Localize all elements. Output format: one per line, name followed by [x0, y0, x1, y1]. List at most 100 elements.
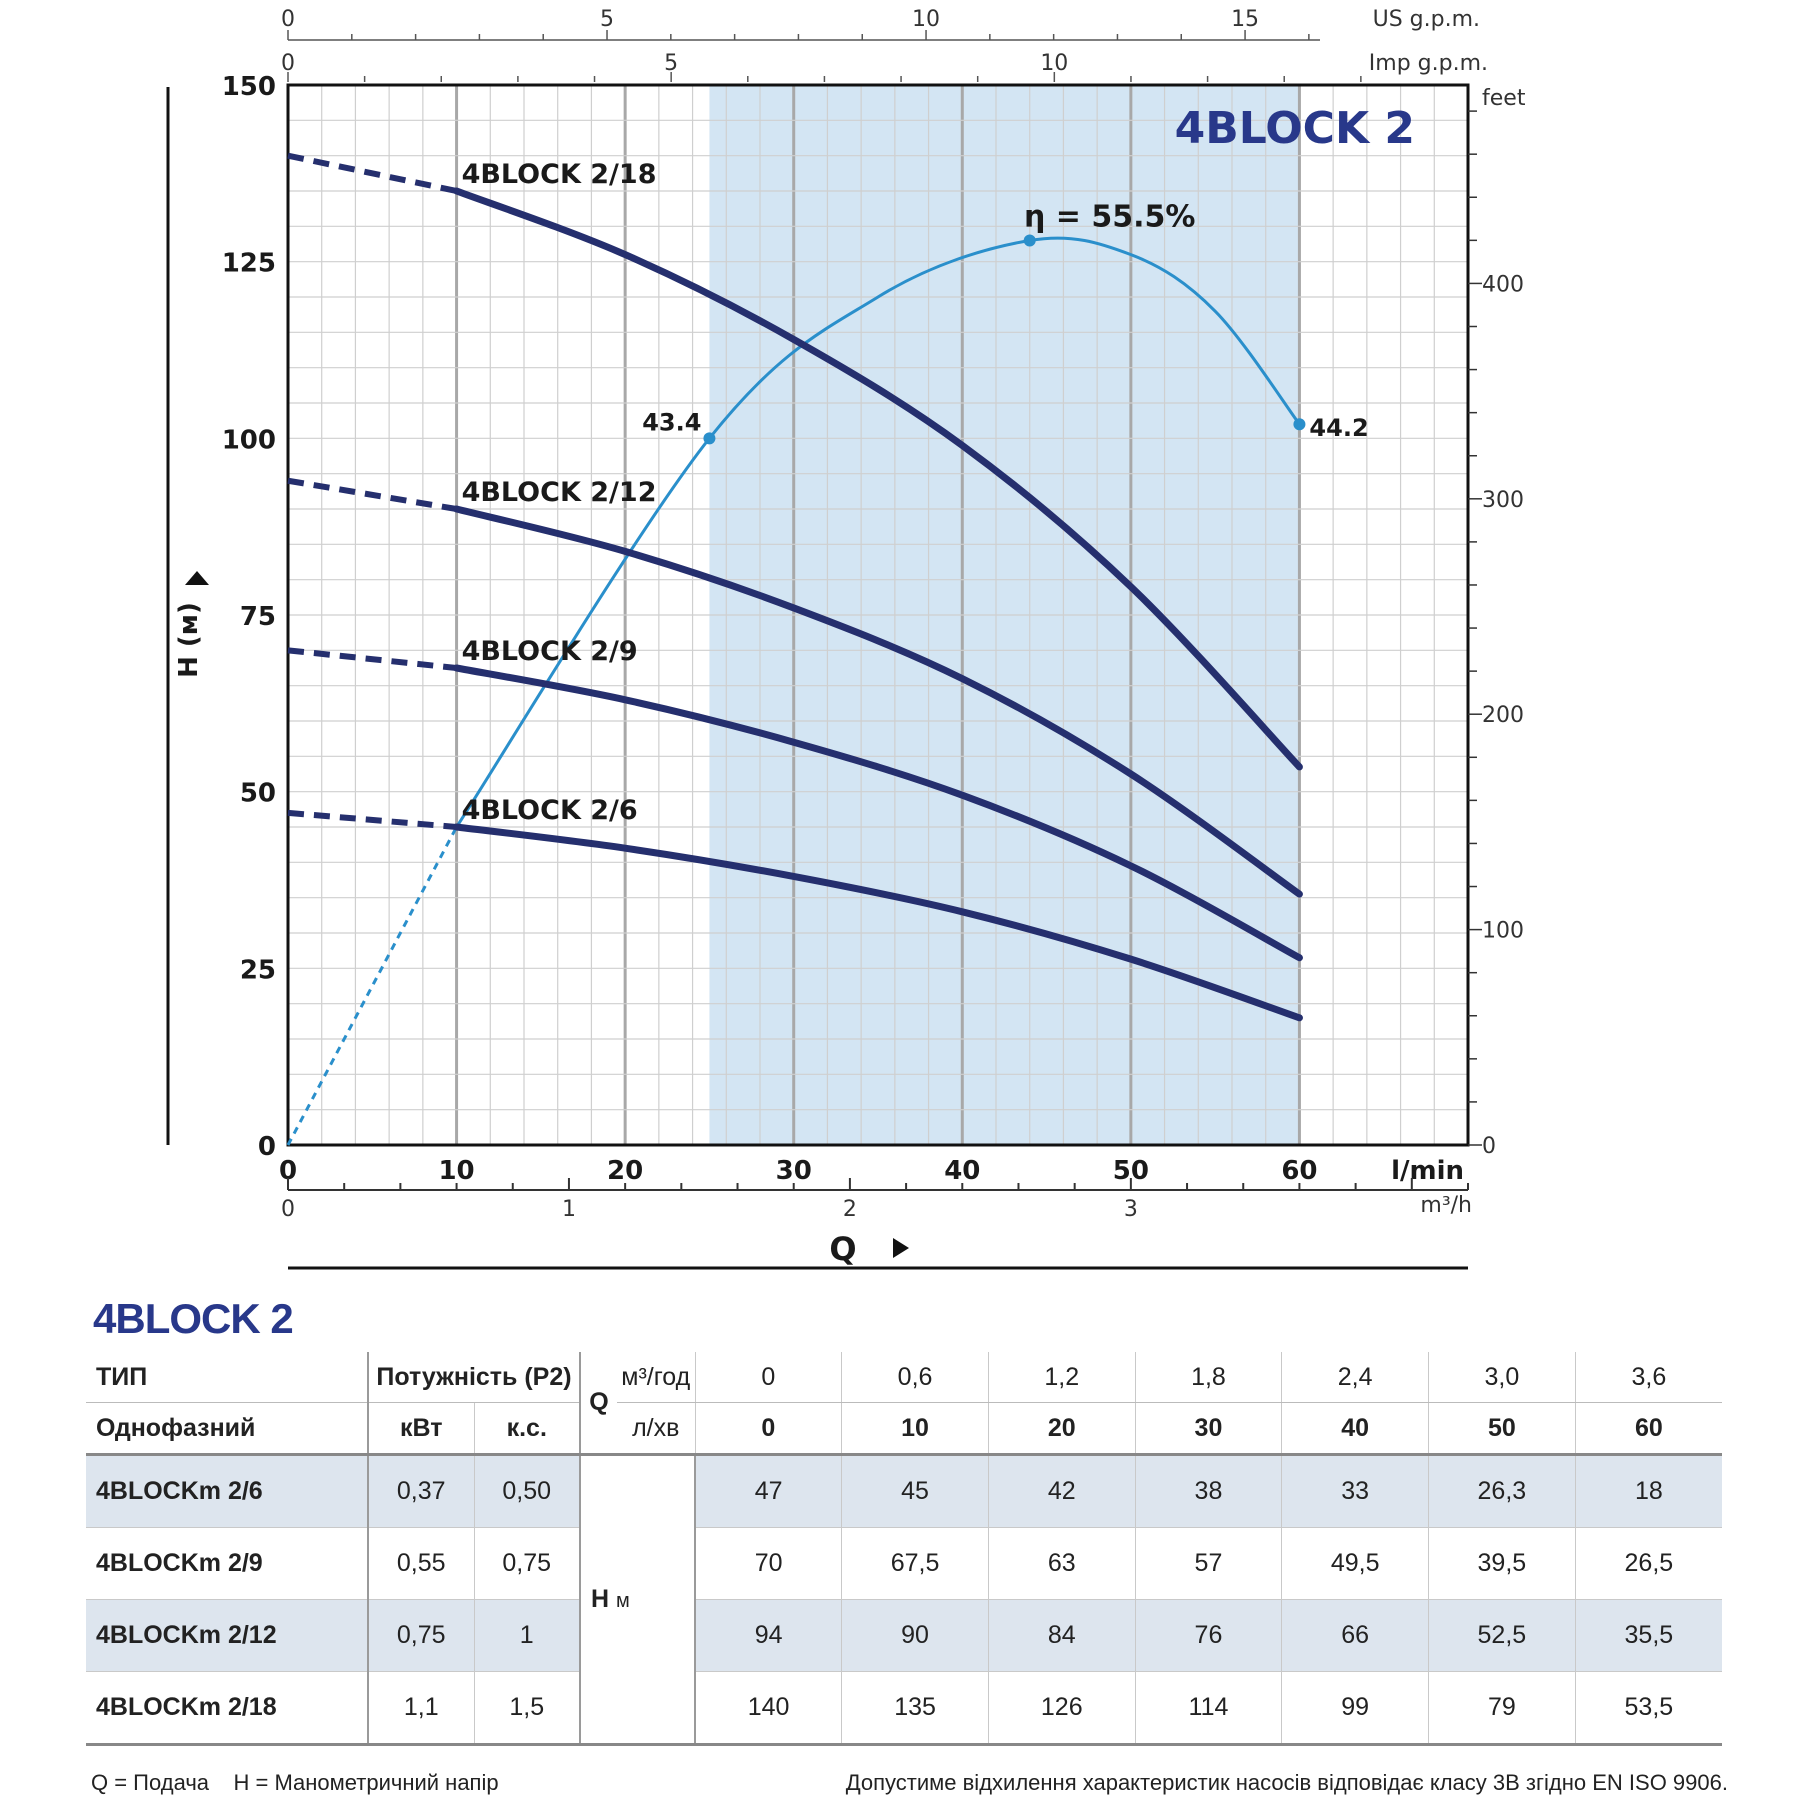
imp-gpm-tick-label: 10 — [1040, 51, 1068, 76]
hp-cell: 0,75 — [473, 1527, 580, 1600]
h-cell: 42 — [987, 1454, 1136, 1528]
efficiency-point — [703, 432, 716, 445]
kw-cell: 1,1 — [367, 1671, 474, 1746]
power-header: Потужність (P2) — [367, 1352, 580, 1403]
y-arrow-icon — [185, 571, 209, 585]
lpm-value: 20 — [987, 1402, 1136, 1456]
us-gpm-tick-label: 5 — [600, 7, 614, 32]
h-cell: 45 — [841, 1454, 989, 1528]
h-cell: 47 — [694, 1454, 842, 1528]
h-cell: 126 — [987, 1671, 1136, 1746]
feet-tick-label: 0 — [1482, 1134, 1496, 1159]
m3h-unit-label: m³/h — [1420, 1193, 1472, 1218]
m3h-tick-label: 3 — [1124, 1197, 1138, 1222]
x-tick-label: 20 — [607, 1156, 643, 1186]
lpm-value: 50 — [1428, 1402, 1576, 1456]
hp-cell: 0,50 — [473, 1454, 580, 1528]
lpm-value: 0 — [694, 1402, 842, 1456]
series-label: 4BLOCK 2/9 — [462, 636, 638, 667]
feet-tick-label: 200 — [1482, 703, 1524, 728]
x-arrow-icon — [893, 1238, 909, 1258]
feet-unit-label: feet — [1482, 86, 1526, 111]
series-line — [453, 823, 1303, 1022]
feet-tick-label: 100 — [1482, 919, 1524, 944]
imp-gpm-tick-label: 5 — [664, 51, 678, 76]
h-cell: 66 — [1281, 1599, 1429, 1672]
m3h-tick-label: 2 — [843, 1197, 857, 1222]
x-tick-label: 40 — [944, 1156, 980, 1186]
kw-header: кВт — [367, 1402, 474, 1456]
h-cell: 57 — [1134, 1527, 1282, 1600]
h-cell: 38 — [1134, 1454, 1282, 1528]
footer-note: Допустиме відхилення характеристик насос… — [845, 1770, 1728, 1795]
h-cell: 39,5 — [1428, 1527, 1576, 1600]
y-tick-label: 50 — [240, 779, 276, 809]
m3-value: 1,2 — [987, 1352, 1136, 1403]
series-label: 4BLOCK 2/6 — [462, 795, 638, 826]
h-cell: 135 — [841, 1671, 989, 1746]
y-axis-label: H (м) — [174, 602, 204, 678]
h-cell: 26,3 — [1428, 1454, 1576, 1528]
chart-labels: 4BLOCK 2 4BLOCK 2/18 4BLOCK 2/12 4BLOCK 2/9… — [462, 103, 1415, 826]
us-gpm-unit-label: US g.p.m. — [1373, 7, 1480, 32]
m3-value: 3,6 — [1574, 1352, 1722, 1403]
x-tick-label: 60 — [1281, 1156, 1317, 1186]
y-tick-label: 25 — [240, 955, 276, 985]
x-axis-label: Q — [829, 1230, 856, 1268]
feet-tick-label: 300 — [1482, 488, 1524, 513]
h-cell: 49,5 — [1281, 1527, 1429, 1600]
efficiency-point — [1023, 234, 1036, 247]
y-tick-label: 125 — [222, 249, 276, 279]
lpm-unit: л/хв — [617, 1402, 695, 1456]
series-line-dashed — [287, 809, 457, 830]
h-label-cell: H м — [579, 1454, 695, 1746]
plot-frame — [286, 83, 1470, 1147]
lpm-value: 10 — [841, 1402, 989, 1456]
h-cell: 76 — [1134, 1599, 1282, 1672]
m3h-tick-label: 0 — [281, 1197, 295, 1222]
model-cell: 4BLOCKm 2/18 — [86, 1671, 368, 1746]
hp-header: к.с. — [473, 1402, 580, 1456]
m3-value: 2,4 — [1281, 1352, 1429, 1403]
imp-gpm-unit-label: Imp g.p.m. — [1369, 51, 1488, 76]
y-tick-label: 0 — [258, 1132, 276, 1162]
efficiency-point-label: 44.2 — [1309, 414, 1368, 442]
series-line-dashed — [287, 477, 458, 512]
x-tick-label: 10 — [438, 1156, 474, 1186]
y-tick-label: 100 — [222, 425, 276, 455]
h-cell: 26,5 — [1574, 1527, 1722, 1600]
series-line — [453, 187, 1303, 771]
performance-table: ТИП Потужність (P2) Q м³/год 0 0,6 1,2 1… — [86, 1352, 1722, 1746]
m3-value: 3,0 — [1428, 1352, 1576, 1403]
h-cell: 52,5 — [1428, 1599, 1576, 1672]
kw-cell: 0,37 — [367, 1454, 474, 1528]
model-cell: 4BLOCKm 2/12 — [86, 1599, 368, 1672]
table-title: 4BLOCK 2 — [93, 1295, 294, 1342]
h-cell: 140 — [694, 1671, 842, 1746]
series-line — [453, 664, 1303, 962]
h-cell: 94 — [694, 1599, 842, 1672]
m3h-tick-label: 1 — [562, 1197, 576, 1222]
series-label: 4BLOCK 2/12 — [462, 477, 657, 508]
y-tick-label: 150 — [222, 72, 276, 102]
series-label: 4BLOCK 2/18 — [462, 159, 657, 190]
efficiency-line — [455, 236, 1301, 828]
us-gpm-tick-label: 0 — [281, 7, 295, 32]
table-row: 4BLOCKm 2/9 0,55 0,75 70 67,5 63 57 49,5… — [86, 1527, 1722, 1600]
table-row: 4BLOCKm 2/18 1,1 1,5 140 135 126 114 99 … — [86, 1671, 1722, 1746]
h-cell: 70 — [694, 1527, 842, 1600]
x-tick-label: 30 — [776, 1156, 812, 1186]
efficiency-point-label: η = 55.5% — [1024, 199, 1195, 234]
m3-value: 0,6 — [841, 1352, 989, 1403]
h-cell: 67,5 — [841, 1527, 989, 1600]
imp-gpm-tick-label: 0 — [281, 51, 295, 76]
h-cell: 35,5 — [1574, 1599, 1722, 1672]
h-cell: 79 — [1428, 1671, 1576, 1746]
hp-cell: 1,5 — [473, 1671, 580, 1746]
h-cell: 99 — [1281, 1671, 1429, 1746]
y-tick-label: 75 — [240, 602, 276, 632]
m3-value: 0 — [694, 1352, 842, 1403]
h-unit: м — [616, 1590, 630, 1612]
